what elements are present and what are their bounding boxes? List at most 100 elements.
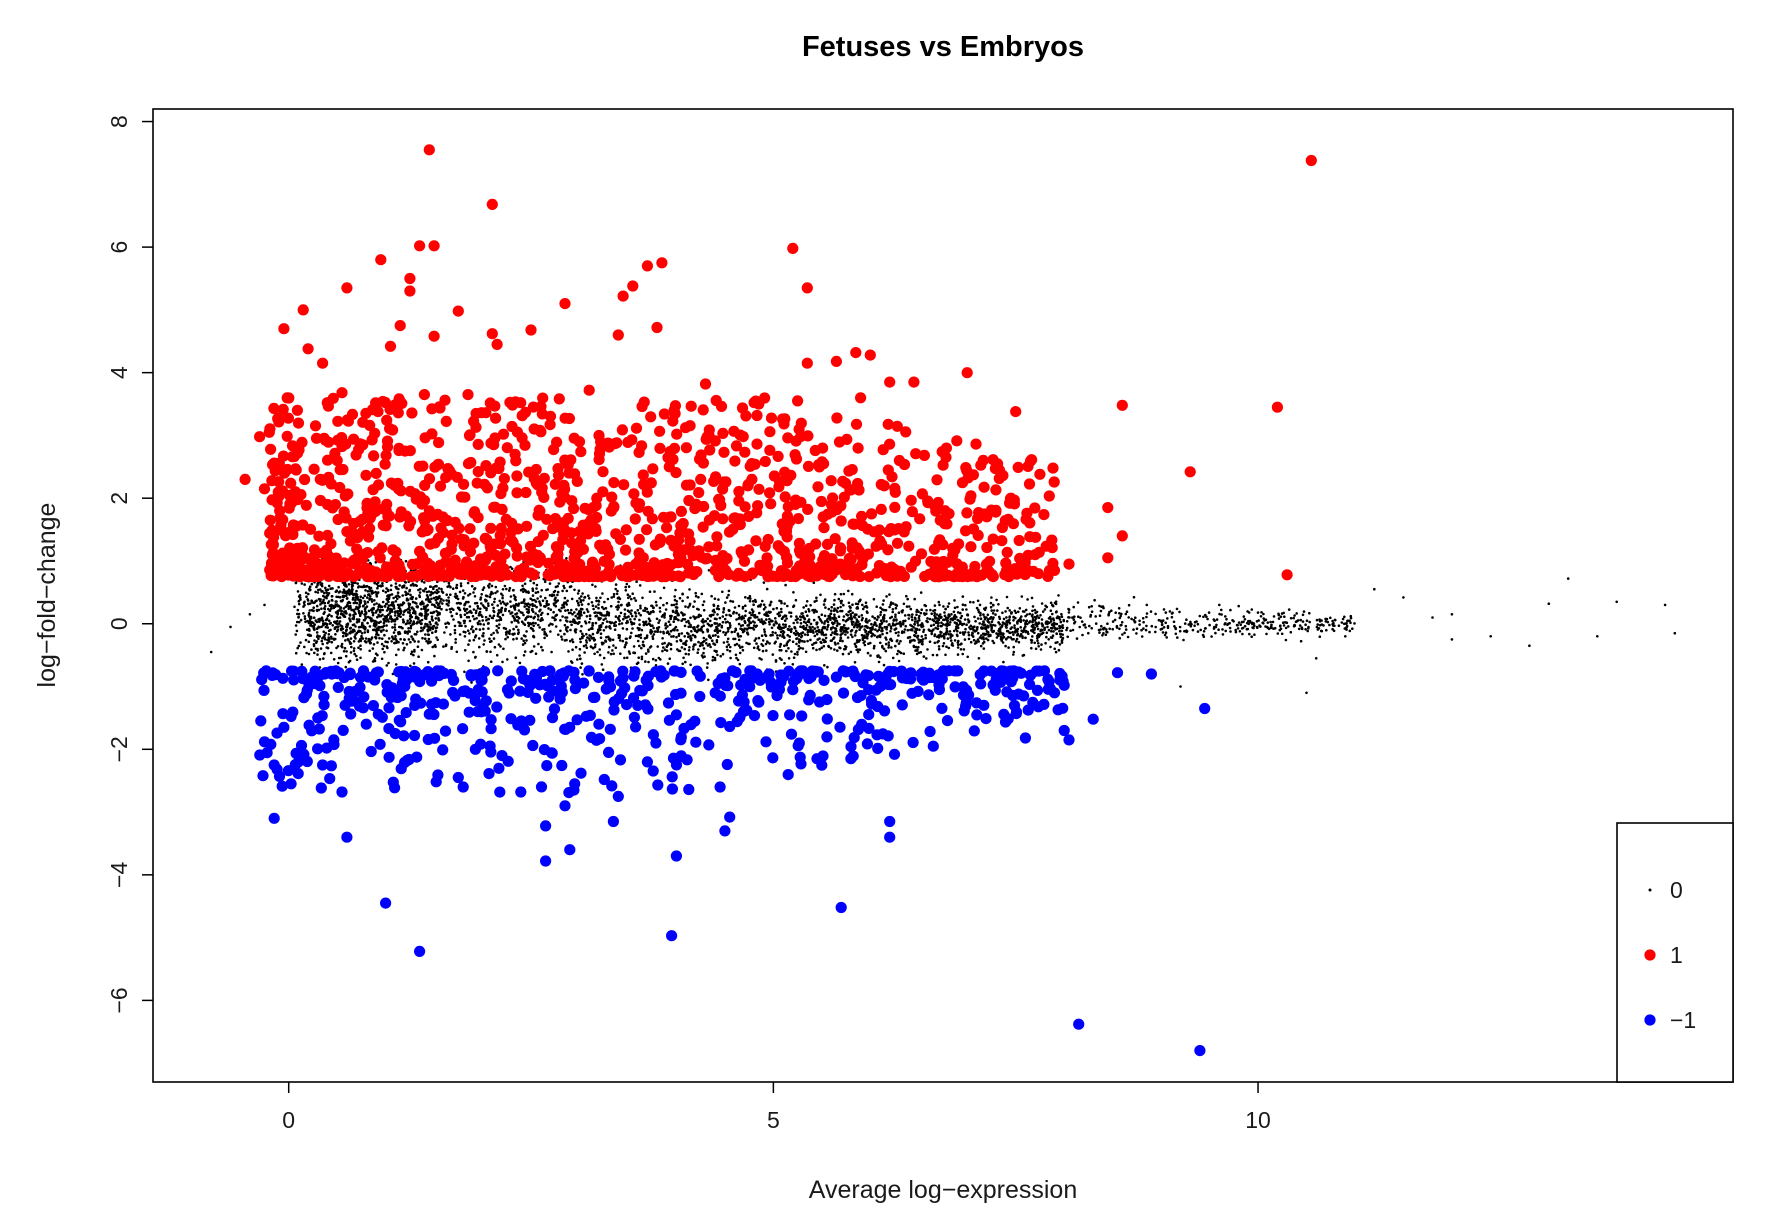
point-status-0 — [861, 636, 865, 640]
point-status-0 — [692, 615, 695, 618]
point-status-0 — [754, 637, 758, 640]
point-status-0 — [858, 638, 861, 642]
point-status-0 — [680, 619, 683, 622]
point-status-0 — [625, 637, 628, 641]
point-status-0 — [815, 648, 818, 652]
point-status-0 — [719, 654, 722, 658]
point-status-0 — [579, 657, 582, 661]
point-status-0 — [527, 624, 530, 628]
point-status-0 — [1097, 628, 1101, 632]
point-status-0 — [675, 617, 678, 621]
point-status-0 — [327, 619, 331, 622]
point-status-0 — [998, 615, 1001, 619]
point-status-0 — [445, 608, 448, 612]
point-status-0 — [826, 617, 829, 621]
point-status-0 — [594, 605, 598, 608]
point-status-0 — [854, 602, 858, 606]
point-status-0 — [1271, 620, 1275, 624]
point-status-0 — [982, 640, 986, 644]
point-status-0 — [383, 650, 386, 654]
point-status-0 — [675, 606, 679, 609]
point-status-0 — [1208, 623, 1211, 627]
point-status-0 — [396, 591, 400, 594]
point-status-0 — [453, 628, 457, 632]
point-status-0 — [626, 621, 629, 624]
point-status-up — [364, 522, 376, 535]
point-status-0 — [451, 587, 455, 590]
point-status-0 — [1078, 625, 1081, 629]
point-status-0 — [751, 614, 755, 617]
point-status-0 — [468, 639, 471, 642]
point-status-0 — [1046, 622, 1049, 626]
point-status-0 — [463, 649, 467, 652]
point-status-0 — [548, 594, 552, 597]
point-status-0 — [769, 619, 773, 622]
point-status-0 — [1162, 626, 1166, 629]
point-status-0 — [675, 609, 678, 612]
point-status-0 — [336, 661, 340, 665]
point-status-0 — [949, 621, 952, 624]
point-status-0 — [675, 635, 678, 639]
point-status-0 — [408, 606, 411, 609]
point-status-0 — [1036, 614, 1039, 617]
point-status-up — [351, 543, 363, 555]
point-status-0 — [594, 621, 598, 625]
point-status-0 — [523, 605, 526, 608]
point-status-0 — [641, 596, 644, 600]
point-status-up — [751, 438, 763, 450]
point-status-0 — [338, 616, 342, 619]
point-status-0 — [827, 607, 831, 611]
point-status-0 — [534, 600, 538, 603]
point-status-0 — [1065, 626, 1069, 630]
point-status-0 — [560, 606, 563, 610]
point-status-0 — [401, 618, 405, 621]
point-status-0 — [1298, 624, 1302, 627]
point-status-0 — [352, 623, 356, 626]
point-status-0 — [382, 617, 385, 621]
point-status-up — [1047, 462, 1059, 474]
point-status-0 — [862, 634, 865, 638]
point-status-0 — [953, 599, 956, 602]
point-status-0 — [1066, 635, 1069, 639]
point-status-0 — [554, 625, 558, 628]
point-status-0 — [894, 644, 897, 648]
point-status-up — [498, 473, 510, 485]
point-status-0 — [306, 633, 310, 637]
point-status-0 — [1071, 616, 1074, 619]
point-status-0 — [322, 630, 326, 633]
point-status-0 — [658, 619, 661, 622]
point-status-0 — [760, 658, 763, 661]
point-status-0 — [827, 644, 830, 648]
point-status-0 — [643, 637, 647, 640]
point-status-0 — [714, 634, 717, 637]
point-status-0 — [976, 631, 980, 635]
point-status-0 — [945, 624, 949, 628]
point-status-0 — [310, 582, 314, 586]
point-status-0 — [294, 633, 298, 636]
point-status-0 — [1154, 630, 1157, 634]
point-status-0 — [532, 581, 536, 585]
point-status-0 — [545, 634, 549, 637]
point-status-0 — [1164, 611, 1168, 614]
point-status-0 — [744, 596, 747, 599]
point-status-0 — [669, 643, 673, 646]
point-status-0 — [465, 611, 469, 615]
point-status-0 — [552, 590, 556, 594]
point-status-0 — [510, 611, 514, 614]
point-status-0 — [1025, 613, 1029, 616]
point-status-0 — [990, 626, 993, 630]
point-status-0 — [722, 610, 725, 614]
point-status-up — [414, 545, 426, 557]
point-status-0 — [504, 637, 507, 641]
point-status-0 — [493, 600, 496, 604]
point-status-0 — [713, 656, 717, 660]
point-status-up — [360, 469, 372, 481]
point-status-0 — [988, 617, 992, 620]
point-status-0 — [401, 586, 404, 589]
point-status-0 — [354, 592, 358, 596]
point-status-0 — [344, 639, 347, 642]
point-status-0 — [725, 645, 729, 649]
point-status-0 — [642, 609, 645, 612]
point-status-0 — [490, 616, 494, 620]
point-status-0 — [660, 615, 664, 618]
